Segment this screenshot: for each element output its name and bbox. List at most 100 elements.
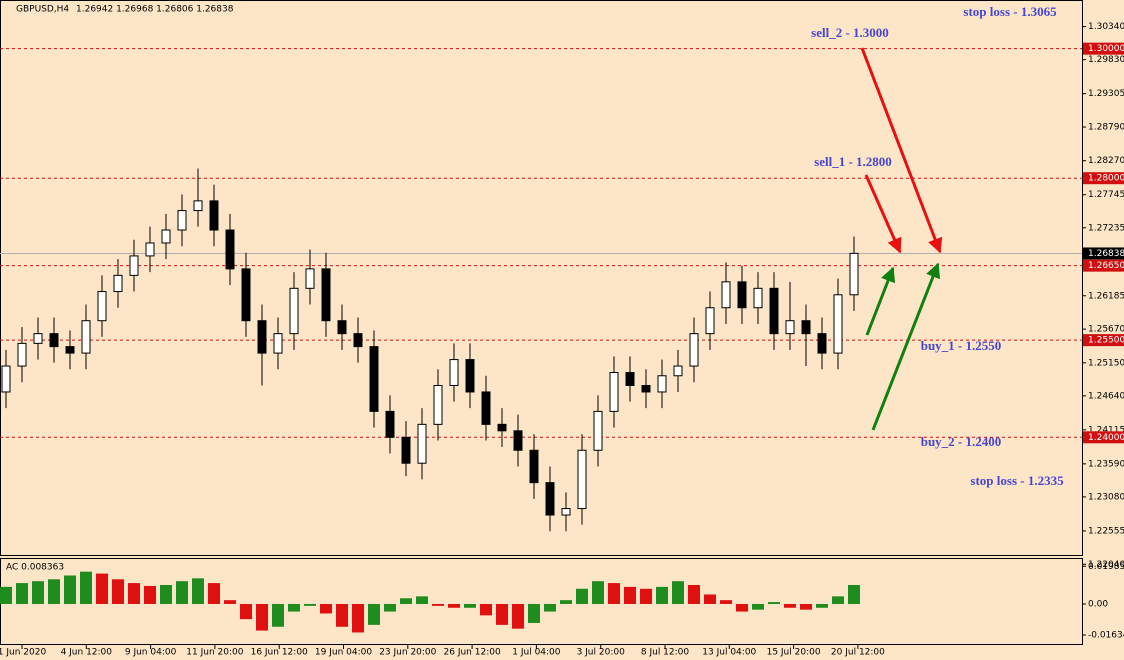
ac-bar <box>112 579 124 604</box>
x-tick-label: 15 Jul 20:00 <box>767 648 821 658</box>
candle-body <box>65 346 75 354</box>
y-tick-label: 1.26185 <box>1088 291 1124 301</box>
x-tick-label: 4 Jun 12:00 <box>61 648 113 658</box>
ac-bar <box>512 603 524 629</box>
y-tick-label: 1.25150 <box>1088 358 1124 368</box>
candle-body <box>433 384 443 425</box>
ac-bar <box>624 586 636 604</box>
ac-bar <box>48 579 60 604</box>
ac-bar <box>80 571 92 604</box>
candle-body <box>193 200 203 212</box>
candle-body <box>225 229 235 270</box>
ac-bar <box>560 600 572 604</box>
ac-bar <box>272 603 284 627</box>
ac-bar <box>736 603 748 612</box>
y-tick-label: 1.24115 <box>1088 425 1124 435</box>
x-tick-label: 8 Jul 12:00 <box>641 648 690 658</box>
arrow <box>864 174 902 254</box>
ac-bar <box>32 581 44 604</box>
y-tick-label: 1.27745 <box>1088 190 1124 200</box>
level-label: 1.30000 <box>1088 44 1124 54</box>
ac-bar <box>336 603 348 627</box>
ac-bar <box>448 603 460 608</box>
ac-bar <box>160 584 172 604</box>
level-label: 1.26650 <box>1088 261 1124 271</box>
ac-bar <box>768 602 780 604</box>
x-tick-label: 13 Jul 04:00 <box>702 648 756 658</box>
ac-bar <box>688 584 700 604</box>
candle-body <box>49 333 59 348</box>
ac-title: AC 0.008363 <box>6 563 64 573</box>
candle-body <box>1 365 11 393</box>
candle-body <box>497 423 507 432</box>
ac-bar <box>368 603 380 625</box>
ac-bar <box>384 603 396 612</box>
candle-body <box>177 210 187 231</box>
candle-body <box>657 375 667 393</box>
level-tag <box>1083 431 1124 444</box>
ac-bar <box>496 603 508 625</box>
candle-body <box>737 281 747 309</box>
ac-bar <box>400 598 412 604</box>
price-label: 1.26838 <box>1088 249 1124 259</box>
candle-body <box>801 320 811 335</box>
arrows <box>860 47 943 431</box>
candle-body <box>321 268 331 322</box>
candle-body <box>561 508 571 516</box>
ac-bar <box>288 603 300 612</box>
candle-body <box>369 346 379 412</box>
candle-body <box>593 410 603 451</box>
y-tick-label: 1.23590 <box>1088 459 1124 469</box>
ac-bar <box>672 581 684 604</box>
level-label: 1.24000 <box>1088 433 1124 443</box>
ac-bar <box>832 596 844 604</box>
x-tick-label: 19 Jun 04:00 <box>315 648 372 658</box>
candle-body <box>833 294 843 354</box>
candle-body <box>209 200 219 231</box>
annotation: stop loss - 1.2335 <box>970 473 1064 488</box>
candle-body <box>705 307 715 335</box>
ac-bar <box>416 596 428 604</box>
x-tick-label: 16 Jun 12:00 <box>251 648 308 658</box>
candle-body <box>305 268 315 289</box>
arrow <box>860 47 943 254</box>
candle-body <box>81 320 91 354</box>
candle-body <box>129 255 139 276</box>
ac-bar <box>848 584 860 604</box>
annotation: buy_2 - 1.2400 <box>921 434 1002 449</box>
y-tick-label: 1.22040 <box>1088 560 1124 570</box>
candle-body <box>529 449 539 484</box>
ac-bar <box>64 575 76 604</box>
ac-bar <box>176 581 188 604</box>
x-tick-label: 20 Jul 12:00 <box>831 648 885 658</box>
price-tag <box>1083 247 1124 260</box>
candle-body <box>609 372 619 412</box>
ac-bar <box>144 585 156 604</box>
candle-body <box>849 252 859 296</box>
ac-bar <box>784 603 796 608</box>
x-tick-label: 3 Jul 20:00 <box>577 648 626 658</box>
ac-bar <box>304 603 316 606</box>
level-tag <box>1083 334 1124 347</box>
candle-body <box>817 333 827 354</box>
ac-bar <box>432 603 444 606</box>
candle-body <box>689 333 699 367</box>
y-tick-label: 1.24640 <box>1088 391 1124 401</box>
candle-body <box>753 287 763 309</box>
candle-body <box>625 372 635 386</box>
ac-bar <box>240 603 252 620</box>
candle-body <box>545 482 555 516</box>
annotation: buy_1 - 1.2550 <box>921 338 1002 353</box>
y-tick-label: 1.29305 <box>1088 89 1124 99</box>
ac-bar <box>352 603 364 633</box>
level-tag <box>1083 172 1124 185</box>
x-tick-label: 9 Jun 04:00 <box>125 648 177 658</box>
ac-bar <box>704 594 716 604</box>
ac-bar <box>128 583 140 604</box>
ac-bar <box>816 603 828 608</box>
y-tick-label: 1.25670 <box>1088 325 1124 335</box>
ac-bar <box>208 583 220 604</box>
candle-body <box>289 287 299 335</box>
candle-body <box>465 359 475 393</box>
level-label: 1.25500 <box>1088 336 1124 346</box>
